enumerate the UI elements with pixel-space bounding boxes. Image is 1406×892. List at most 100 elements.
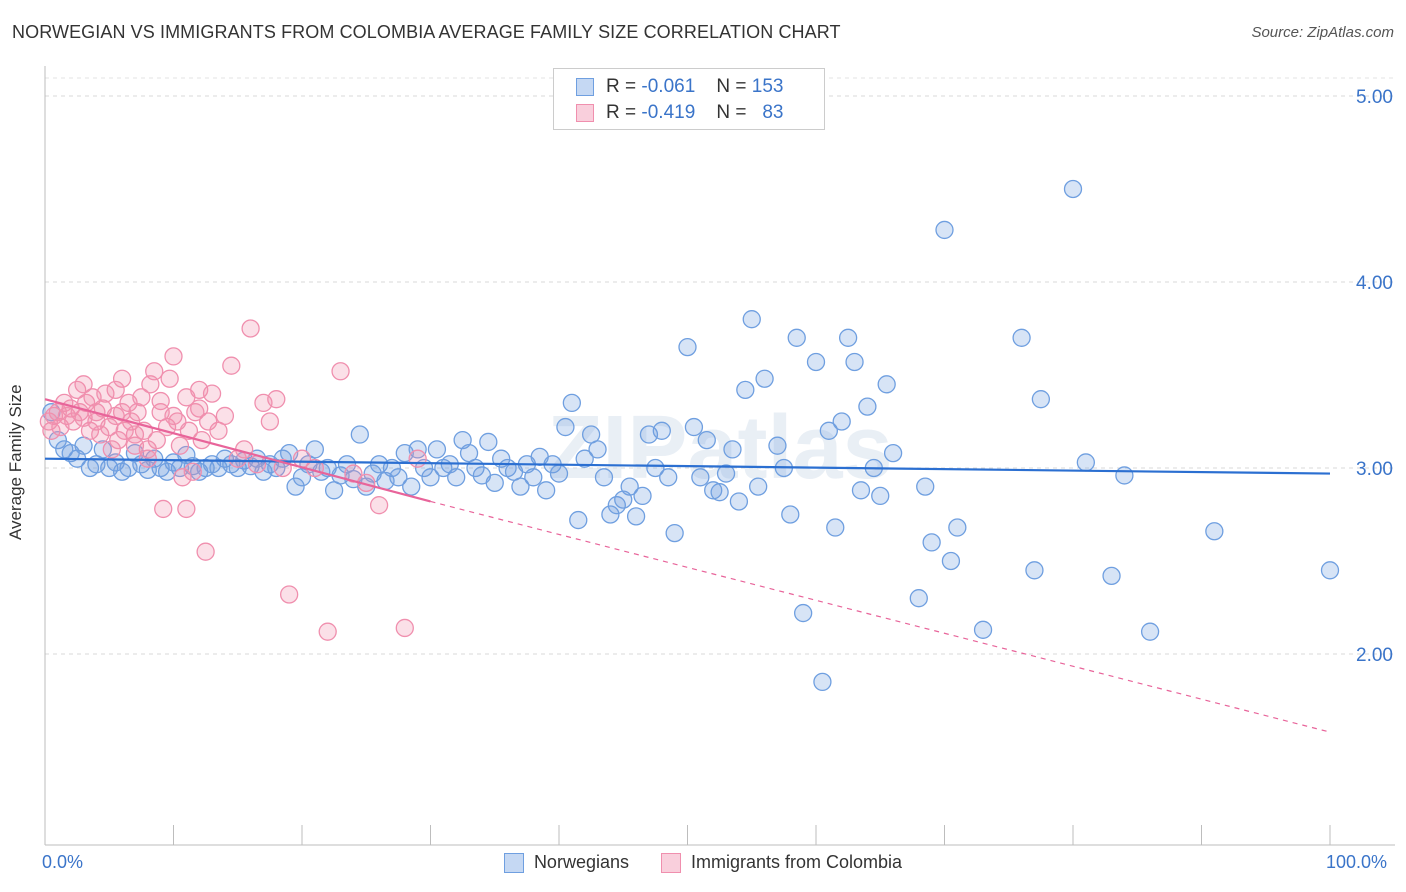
point-norwegians — [1012, 328, 1031, 347]
point-colombia — [247, 455, 267, 474]
legend-r-label: R = — [606, 76, 637, 97]
point-norwegians — [421, 468, 440, 487]
point-norwegians — [710, 483, 729, 502]
point-norwegians — [1140, 622, 1160, 641]
y-tick-label: 4.00 — [1356, 273, 1393, 294]
point-colombia — [202, 384, 222, 403]
point-norwegians — [633, 486, 652, 506]
point-colombia — [112, 369, 132, 388]
point-norwegians — [922, 533, 941, 552]
point-norwegians — [941, 551, 961, 571]
point-norwegians — [755, 369, 774, 388]
point-norwegians — [305, 440, 325, 459]
point-norwegians — [935, 220, 954, 240]
point-norwegians — [832, 412, 851, 431]
point-norwegians — [626, 507, 646, 526]
point-colombia — [331, 362, 350, 381]
point-norwegians — [556, 417, 575, 437]
point-colombia — [279, 585, 299, 604]
point-colombia — [80, 421, 100, 440]
legend-n-value: 153 — [751, 76, 784, 97]
source-label: Source: ZipAtlas.com — [1251, 24, 1394, 41]
point-colombia — [115, 421, 134, 440]
point-colombia — [173, 468, 192, 487]
y-tick-labels: 2.00 3.00 4.00 5.00 — [1356, 87, 1393, 666]
point-norwegians — [909, 589, 928, 608]
point-norwegians — [1063, 179, 1083, 199]
legend-swatch-blue — [576, 78, 594, 96]
point-norwegians — [427, 440, 447, 459]
point-colombia — [160, 369, 179, 388]
point-norwegians — [485, 473, 504, 493]
point-norwegians — [286, 477, 305, 496]
point-colombia — [215, 406, 235, 426]
legend-swatch-pink — [660, 852, 681, 873]
legend-item-colombia: Immigrants from Colombia — [660, 852, 903, 873]
point-norwegians — [511, 477, 530, 496]
point-colombia — [151, 391, 170, 411]
point-norwegians — [806, 352, 826, 372]
point-colombia — [164, 406, 183, 426]
point-colombia — [369, 496, 389, 515]
point-norwegians — [389, 468, 408, 487]
point-norwegians — [916, 477, 935, 496]
legend-swatch-blue — [503, 852, 524, 873]
point-colombia — [395, 618, 414, 638]
point-norwegians — [1076, 453, 1095, 472]
legend-r-value: -0.419 — [641, 102, 696, 123]
legend-label-colombia: Immigrants from Colombia — [690, 852, 903, 872]
series-colombia — [39, 319, 427, 641]
point-norwegians — [594, 468, 614, 487]
point-norwegians — [350, 425, 369, 444]
point-norwegians — [883, 443, 903, 463]
point-colombia — [222, 356, 241, 375]
point-norwegians — [575, 449, 594, 468]
point-norwegians — [768, 436, 787, 455]
point-norwegians — [402, 477, 421, 496]
point-norwegians — [845, 352, 864, 372]
point-colombia — [42, 421, 61, 440]
point-norwegians — [620, 477, 639, 496]
point-norwegians — [684, 417, 704, 437]
x-tick-left: 0.0% — [42, 852, 84, 872]
y-axis-label: Average Family Size — [6, 384, 25, 540]
point-norwegians — [948, 518, 967, 537]
point-norwegians — [562, 393, 581, 413]
point-colombia — [267, 390, 286, 409]
point-colombia — [64, 412, 83, 431]
point-norwegians — [697, 430, 716, 450]
point-norwegians — [838, 328, 858, 347]
point-colombia — [100, 417, 119, 437]
point-norwegians — [1025, 561, 1044, 580]
point-norwegians — [858, 397, 877, 416]
point-norwegians — [736, 380, 755, 400]
legend-row-colombia: R = -0.419 N = 83 — [576, 102, 783, 124]
point-norwegians — [1031, 390, 1051, 409]
point-colombia — [164, 347, 183, 366]
point-norwegians — [1115, 466, 1134, 485]
legend-label-norwegians: Norwegians — [533, 852, 629, 872]
point-norwegians — [871, 486, 890, 506]
point-norwegians — [716, 464, 736, 483]
trend-lines — [44, 398, 1331, 733]
series-norwegians — [42, 179, 1340, 692]
point-colombia — [177, 499, 196, 519]
point-colombia — [125, 425, 145, 444]
point-colombia — [147, 430, 166, 450]
point-colombia — [102, 440, 121, 459]
point-norwegians — [569, 510, 588, 530]
point-norwegians — [1102, 566, 1121, 586]
legend-r-value: -0.061 — [641, 76, 696, 97]
point-colombia — [106, 380, 125, 400]
watermark: ZIPatlas — [547, 398, 892, 498]
point-norwegians — [826, 518, 845, 537]
point-norwegians — [524, 468, 543, 487]
point-colombia — [109, 430, 128, 450]
point-norwegians — [704, 481, 723, 500]
point-colombia — [241, 319, 260, 338]
chart-title: NORWEGIAN VS IMMIGRANTS FROM COLOMBIA AV… — [12, 22, 841, 42]
grid-lines — [45, 77, 1395, 655]
legend-n-label: N = — [716, 102, 747, 123]
point-norwegians — [665, 523, 684, 543]
point-norwegians — [652, 421, 671, 440]
